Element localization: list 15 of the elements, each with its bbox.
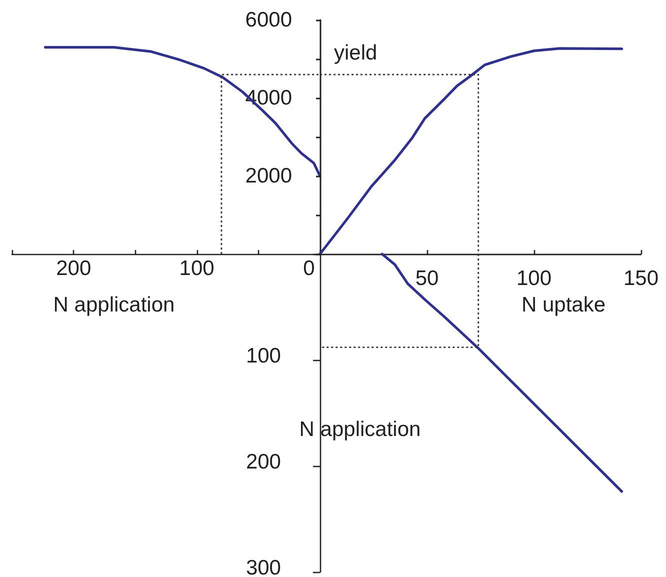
y-tick-label: 200 xyxy=(246,450,281,474)
x-axis-title: N uptake xyxy=(521,294,606,316)
y-axis-title: N application xyxy=(299,418,421,441)
y-axis-title: yield xyxy=(334,42,378,64)
x-tick-label: 200 xyxy=(56,257,92,280)
y-tick-label: 300 xyxy=(246,556,281,577)
x-axis-title: N application xyxy=(53,294,175,316)
x-tick-label: 100 xyxy=(179,257,214,280)
x-tick-label: 150 xyxy=(623,267,659,290)
x-tick-label: 50 xyxy=(415,267,439,290)
x-tick-label: 100 xyxy=(516,267,552,290)
y-tick-label: 2000 xyxy=(245,164,292,188)
y-tick-label: 6000 xyxy=(245,8,292,32)
y-tick-label: 100 xyxy=(246,344,281,368)
x-tick-label: 0 xyxy=(303,257,315,280)
